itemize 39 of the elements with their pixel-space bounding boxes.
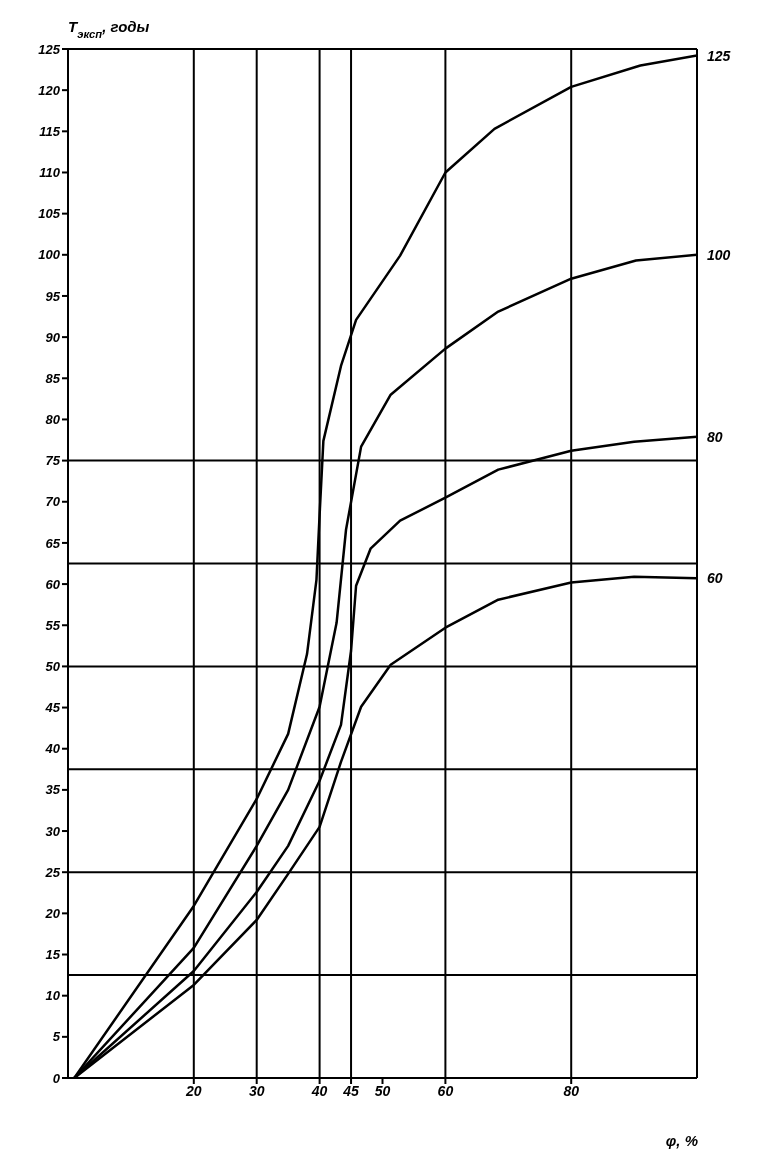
y-tick-label: 25 — [44, 864, 61, 880]
series-label: 80 — [707, 428, 723, 445]
y-tick-label: 60 — [45, 576, 61, 592]
series-label: 60 — [707, 570, 723, 587]
y-tick-label: 65 — [45, 535, 61, 551]
x-tick-label: 60 — [437, 1082, 454, 1099]
x-tick-label: 40 — [310, 1082, 328, 1099]
y-tick-label: 80 — [45, 412, 61, 428]
y-tick-label: 5 — [52, 1029, 61, 1045]
series-label: 100 — [707, 246, 731, 263]
y-tick-label: 75 — [45, 453, 61, 469]
x-tick-label: 45 — [342, 1082, 360, 1099]
y-tick-label: 15 — [45, 947, 61, 963]
y-tick-label: 55 — [45, 617, 61, 633]
y-tick-label: 0 — [52, 1070, 61, 1086]
y-tick-label: 20 — [44, 905, 61, 921]
y-tick-label: 100 — [38, 247, 61, 263]
y-tick-label: 125 — [38, 41, 61, 57]
y-tick-label: 90 — [45, 329, 61, 345]
x-tick-label: 80 — [563, 1082, 580, 1099]
x-tick-label: 30 — [248, 1082, 265, 1099]
y-tick-label: 10 — [45, 988, 61, 1004]
y-tick-label: 120 — [38, 82, 61, 98]
y-tick-label: 105 — [38, 206, 61, 222]
y-axis-title: T$_{эксп}$, годы — [68, 18, 150, 40]
y-tick-label: 50 — [45, 659, 61, 675]
y-tick-label: 110 — [39, 165, 61, 181]
y-tick-label: 85 — [45, 370, 61, 386]
y-tick-label: 30 — [45, 823, 61, 839]
series-label: 125 — [707, 47, 731, 64]
y-tick-label: 45 — [44, 700, 61, 716]
x-tick-label: 50 — [374, 1082, 391, 1099]
y-tick-label: 115 — [39, 123, 61, 139]
y-tick-label: 95 — [45, 288, 61, 304]
y-tick-label: 35 — [45, 782, 61, 798]
y-tick-label: 70 — [45, 494, 61, 510]
x-tick-label: 20 — [185, 1082, 202, 1099]
y-tick-label: 40 — [44, 741, 61, 757]
x-axis-title: φ, % — [665, 1132, 698, 1149]
